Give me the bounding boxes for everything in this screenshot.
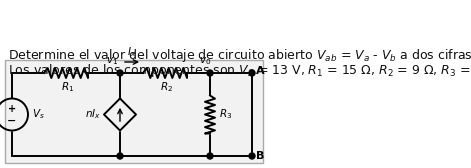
Circle shape: [117, 153, 123, 159]
Circle shape: [249, 70, 255, 76]
Text: −: −: [8, 116, 16, 125]
Text: A: A: [256, 66, 265, 76]
Text: $R_2$: $R_2$: [161, 80, 173, 94]
Circle shape: [207, 70, 213, 76]
Circle shape: [249, 153, 255, 159]
Circle shape: [117, 70, 123, 76]
Text: $R_1$: $R_1$: [61, 80, 74, 94]
Circle shape: [207, 153, 213, 159]
Text: $v_1$: $v_1$: [106, 55, 118, 67]
Text: B: B: [256, 151, 264, 161]
Text: +: +: [8, 103, 16, 114]
Text: Los valores de los componentes son $V_S$ = 13 V, $R_1$ = 15 $\Omega$, $R_2$ = 9 : Los valores de los componentes son $V_S$…: [8, 62, 471, 79]
FancyBboxPatch shape: [5, 60, 263, 163]
Text: $V_s$: $V_s$: [32, 108, 45, 121]
Text: $R_3$: $R_3$: [219, 108, 232, 121]
Text: Determine el valor del voltaje de circuito abierto $V_{ab}$ = $V_a$ - $V_b$ a do: Determine el valor del voltaje de circui…: [8, 47, 471, 64]
Text: $v_0$: $v_0$: [199, 55, 211, 67]
Text: $nI_x$: $nI_x$: [85, 108, 101, 121]
Text: $I_x$: $I_x$: [127, 45, 137, 59]
